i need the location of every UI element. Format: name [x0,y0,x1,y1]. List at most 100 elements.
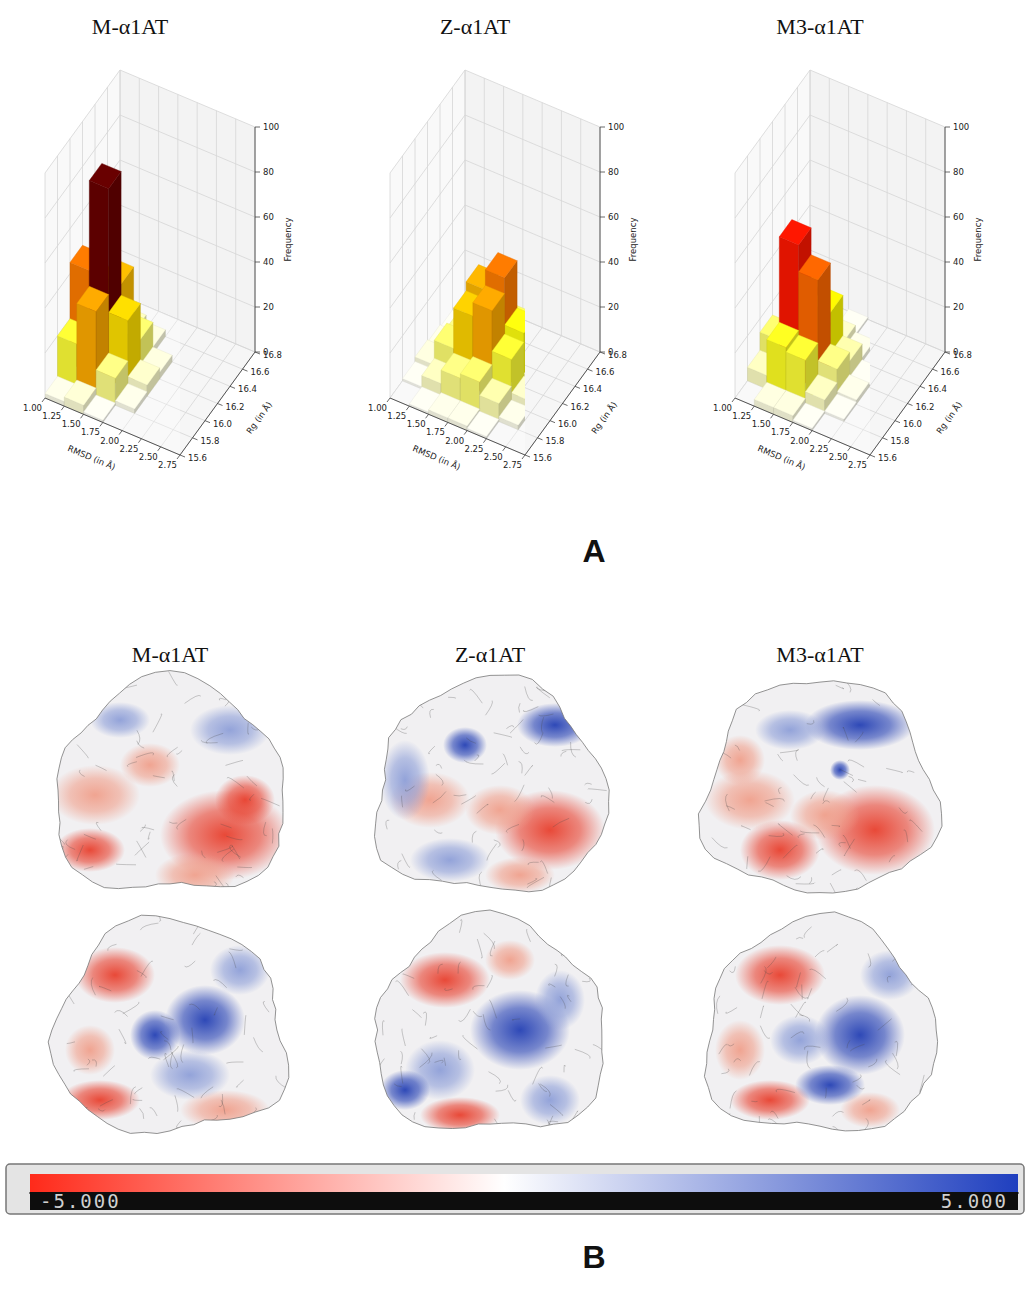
surface-groove [413,929,415,939]
surface-groove [915,945,928,957]
surface-groove [379,1113,382,1124]
surface-groove [396,981,409,996]
grid-line [465,70,466,295]
surface-groove [911,970,916,985]
bar-top [913,344,945,369]
tick [883,438,888,440]
bar-top [805,375,837,400]
bar-top [460,357,492,382]
charge-patch [410,838,490,882]
surface-groove [798,834,804,838]
bar [875,328,907,353]
surface-groove [221,1100,225,1115]
bar-top [531,393,563,418]
surface-groove [893,1053,899,1069]
surface-groove [890,883,905,888]
surface-groove [161,1016,174,1020]
bar-top [524,357,556,382]
surface-groove [115,1010,128,1016]
tick [933,369,938,371]
surface-groove [525,765,533,775]
bar-top [128,360,160,385]
tick [387,398,390,402]
surface-groove [420,1053,433,1068]
surface-groove [175,1095,178,1111]
surface-groove [448,697,456,698]
tick-label: 60 [608,212,619,222]
tick-label: 2.00 [100,436,119,446]
surface-groove [454,795,467,796]
surface-outline [57,671,283,889]
surface-groove [201,1087,213,1098]
grid-line [525,352,600,455]
x-axis-line [735,398,870,455]
grid-line [735,173,736,398]
surface-groove [398,1135,403,1147]
surface-groove [843,835,851,848]
surface-groove [99,986,111,991]
tick-label: 16.2 [916,402,935,412]
colorbar: -5.0005.000 [6,1164,1024,1214]
surface-groove [873,699,880,705]
surface-groove [430,709,434,717]
surface-groove [382,1021,384,1036]
surface-groove [473,986,485,990]
bar-top [851,430,883,455]
surface-groove [268,1111,275,1112]
surface-groove [244,1015,246,1035]
surface-groove [63,977,71,983]
surface-groove [494,733,512,738]
surface-groove [843,727,848,741]
surface-groove [477,939,482,958]
surface-groove [758,857,770,872]
surface-groove [84,867,93,870]
surface-groove [575,1049,591,1058]
surface-groove [717,708,728,712]
surface-groove [585,799,592,803]
surface-groove [847,1040,850,1048]
charge-patch [735,945,825,1005]
tick [255,217,260,218]
bar [179,370,211,395]
surface-groove [172,771,175,781]
surface-groove [247,776,257,786]
surface-groove [827,944,838,952]
surface-groove [796,749,799,760]
chart-title: Z-α1AT [440,14,511,39]
tick [42,398,45,402]
tick-label: 15.8 [546,436,565,446]
bar-top [530,325,562,350]
surface-groove [245,1138,250,1145]
tick [193,438,198,440]
tick [771,414,774,418]
tick [255,307,260,308]
surface-groove [787,876,801,880]
bar [913,344,945,369]
bar [568,344,600,369]
surface-groove [515,785,525,802]
surface-groove [592,974,601,977]
bar [876,395,908,420]
surface-groove [458,962,461,974]
surface-groove [578,879,589,895]
tick-label: 80 [608,167,619,177]
surface-groove [254,1037,263,1052]
surface-groove [879,675,881,687]
surface-groove [762,981,768,999]
bar [198,378,230,403]
surface-groove [402,796,403,808]
surface-groove [506,726,514,729]
surface-groove [63,909,72,921]
surface-groove [249,794,254,800]
surface-groove [868,953,871,967]
surface-groove [909,958,911,966]
surface-groove [434,830,442,833]
surface-body [48,915,289,1133]
surface-groove [765,798,785,801]
surface-groove [730,1091,736,1109]
grid-line [925,119,926,344]
surface-groove [206,892,209,898]
grid-line [735,70,810,173]
surface-groove [221,824,232,828]
surface-groove [59,854,69,870]
